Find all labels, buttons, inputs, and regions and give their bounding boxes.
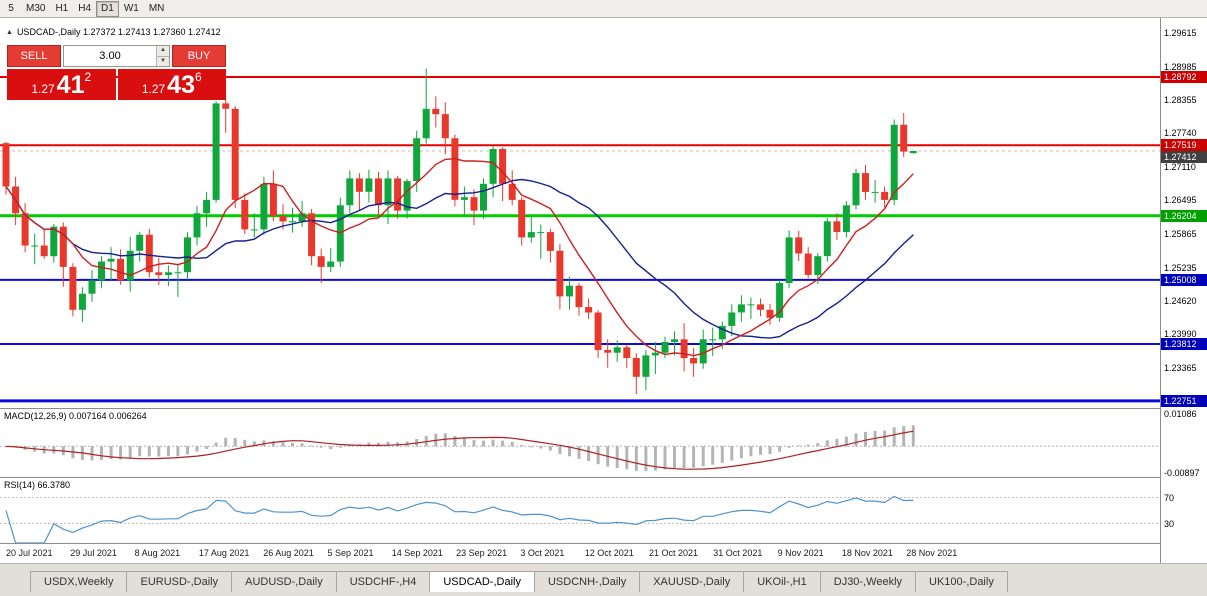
volume-stepper: ▲ ▼ xyxy=(156,46,169,66)
date-label: 23 Sep 2021 xyxy=(456,548,508,558)
collapse-chart-icon[interactable]: ▲ xyxy=(6,28,13,36)
volume-value[interactable]: 3.00 xyxy=(99,50,121,62)
price-axis[interactable]: 1.29615 1.28985 1.28355 1.27740 1.27110 1.264… xyxy=(1160,18,1207,563)
tab-dj30-weekly[interactable]: DJ30-,Weekly xyxy=(819,571,917,592)
rsi-canvas[interactable] xyxy=(0,478,1160,543)
pane-separator[interactable] xyxy=(0,477,1207,478)
date-label: 31 Oct 2021 xyxy=(713,548,763,558)
price-tick-label: 1.27740 xyxy=(1164,128,1197,139)
price-tick-label: 1.25235 xyxy=(1164,262,1197,273)
date-label: 29 Jul 2021 xyxy=(70,548,117,558)
buy-price-small: 1.27 xyxy=(141,82,166,96)
date-label: 17 Aug 2021 xyxy=(198,548,250,558)
chart-ohlc-label: USDCAD-,Daily 1.27372 1.27413 1.27360 1.… xyxy=(16,27,221,37)
sell-price-big: 41 xyxy=(56,71,85,99)
volume-up-icon[interactable]: ▲ xyxy=(157,46,169,57)
price-tick-label: 1.25865 xyxy=(1164,228,1197,239)
date-label: 26 Aug 2021 xyxy=(263,548,314,558)
date-label: 9 Nov 2021 xyxy=(777,548,824,558)
tab-usdcad-daily[interactable]: USDCAD-,Daily xyxy=(429,571,535,592)
chart-window: ▲ USDCAD-,Daily 1.27372 1.27413 1.27360 … xyxy=(0,18,1207,563)
volume-field[interactable]: 3.00 ▲ ▼ xyxy=(63,45,170,67)
date-label: 18 Nov 2021 xyxy=(841,548,893,558)
sell-price-display[interactable]: 1.27 41 2 xyxy=(7,69,116,100)
buy-price-big: 43 xyxy=(167,71,195,99)
tab-ukoil-h1[interactable]: UKOil-,H1 xyxy=(743,571,821,592)
tab-audusd-daily[interactable]: AUDUSD-,Daily xyxy=(231,571,337,592)
timeframe-button-h4[interactable]: H4 xyxy=(78,3,92,14)
main-chart-canvas[interactable] xyxy=(0,18,1160,408)
timeframe-bar: 5 M30 H1 H4 D1 W1 MN xyxy=(0,0,1207,18)
tab-eurusd-daily[interactable]: EURUSD-,Daily xyxy=(126,571,233,592)
timeframe-button-d1[interactable]: D1 xyxy=(96,0,119,17)
price-tick-label: 1.24620 xyxy=(1164,295,1197,306)
timeframe-button-w1[interactable]: W1 xyxy=(123,3,139,14)
chart-header: ▲ USDCAD-,Daily 1.27372 1.27413 1.27360 … xyxy=(6,27,221,37)
sell-price-sup: 2 xyxy=(84,70,92,84)
price-level-badge: 1.28792 xyxy=(1161,71,1207,83)
one-click-trading-panel: SELL 3.00 ▲ ▼ BUY 1.27 41 2 1.27 43 6 xyxy=(7,45,226,100)
timeframe-button-m30[interactable]: M30 xyxy=(26,3,46,14)
rsi-axis-label: 30 xyxy=(1164,518,1175,529)
date-label: 12 Oct 2021 xyxy=(584,548,634,558)
date-label: 14 Sep 2021 xyxy=(391,548,443,558)
date-axis[interactable]: 20 Jul 2021 29 Jul 2021 8 Aug 2021 17 Aug 2… xyxy=(0,544,1160,563)
buy-price-display[interactable]: 1.27 43 6 xyxy=(117,69,226,100)
rsi-label: RSI(14) 66.3780 xyxy=(4,480,71,490)
date-label: 3 Oct 2021 xyxy=(520,548,565,558)
price-tick-label: 1.23990 xyxy=(1164,329,1197,340)
macd-axis-label: 0.01086 xyxy=(1164,408,1197,419)
date-label: 21 Oct 2021 xyxy=(649,548,699,558)
timeframe-button-5[interactable]: 5 xyxy=(8,3,14,14)
price-tick-label: 1.28985 xyxy=(1164,61,1197,72)
price-level-badge: 1.27519 xyxy=(1161,139,1207,152)
price-level-badge: 1.23812 xyxy=(1161,338,1207,350)
bottom-strip xyxy=(0,592,1207,596)
macd-canvas[interactable] xyxy=(0,409,1160,477)
sell-price-small: 1.27 xyxy=(31,82,55,96)
sell-button[interactable]: SELL xyxy=(7,45,61,67)
tab-uk100-daily[interactable]: UK100-,Daily xyxy=(915,571,1008,592)
timeframe-button-h1[interactable]: H1 xyxy=(55,3,69,14)
date-label: 28 Nov 2021 xyxy=(906,548,958,558)
macd-axis-label: -0.00897 xyxy=(1164,468,1200,478)
date-label: 8 Aug 2021 xyxy=(134,548,181,558)
pane-separator[interactable] xyxy=(0,408,1207,409)
pane-separator xyxy=(0,543,1207,544)
date-label: 20 Jul 2021 xyxy=(6,548,53,558)
price-tick-label: 1.23365 xyxy=(1164,363,1197,373)
current-price-badge: 1.27412 xyxy=(1161,151,1207,163)
price-level-badge: 1.26204 xyxy=(1161,209,1207,222)
timeframe-button-mn[interactable]: MN xyxy=(148,3,165,14)
tab-usdcnh-daily[interactable]: USDCNH-,Daily xyxy=(533,571,641,592)
price-tick-label: 1.29615 xyxy=(1164,27,1197,38)
volume-down-icon[interactable]: ▼ xyxy=(157,56,169,66)
tab-usdchf-h4[interactable]: USDCHF-,H4 xyxy=(335,571,431,592)
price-level-badge: 1.22751 xyxy=(1161,394,1207,407)
price-level-badge: 1.25008 xyxy=(1161,273,1207,286)
date-label: 5 Sep 2021 xyxy=(327,548,374,558)
chart-tabs-bar: USDX,Weekly EURUSD-,Daily AUDUSD-,Daily USD… xyxy=(0,563,1207,592)
price-tick-label: 1.26495 xyxy=(1164,195,1197,206)
tab-xauusd-daily[interactable]: XAUUSD-,Daily xyxy=(639,571,745,592)
rsi-axis-label: 70 xyxy=(1164,492,1175,503)
price-tick-label: 1.27110 xyxy=(1164,162,1196,173)
tab-usdx-weekly[interactable]: USDX,Weekly xyxy=(30,571,128,592)
buy-price-sup: 6 xyxy=(194,70,202,84)
macd-label: MACD(12,26,9) 0.007164 0.006264 xyxy=(4,411,147,421)
price-tick-label: 1.28355 xyxy=(1164,95,1197,106)
buy-button[interactable]: BUY xyxy=(172,45,226,67)
